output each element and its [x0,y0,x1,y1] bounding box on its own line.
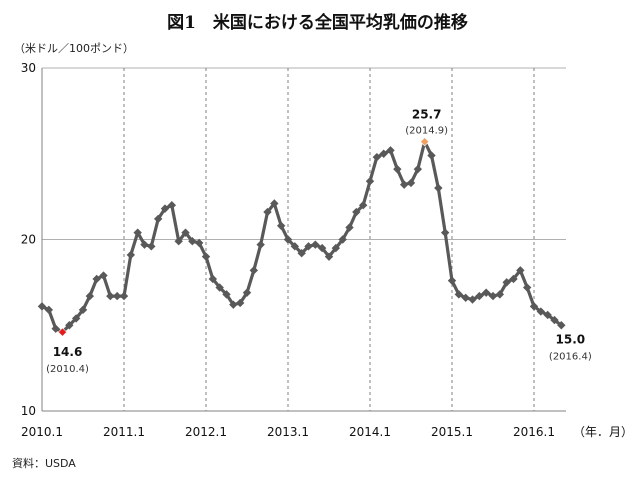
data-point [44,305,54,315]
data-point [365,176,375,186]
data-point [324,252,334,261]
data-point [290,242,300,251]
data-point [78,305,88,315]
data-point [235,298,245,308]
data-point [529,302,539,311]
data-point [249,266,259,275]
x-tick-label: 2015.1 [431,425,473,439]
data-point [188,237,197,246]
data-point [304,242,313,251]
data-point [71,314,81,323]
y-tick-label: 20 [21,233,36,247]
data-point [242,288,252,297]
data-point [140,240,149,249]
y-axis-unit-label: （米ドル／100ポンド） [14,42,134,55]
data-point [99,271,108,280]
data-point [516,266,525,275]
data-point [509,274,518,284]
data-point [167,201,177,210]
data-point [160,204,170,213]
data-point [92,274,101,284]
data-point-high [420,137,430,147]
data-point [37,302,47,311]
data-point [126,250,136,260]
x-tick-label: 2011.1 [103,425,145,439]
data-point [276,221,286,230]
data-point [440,228,450,237]
data-point [119,291,129,301]
data-point [495,290,505,299]
data-point [536,307,546,316]
x-tick-label: 2016.1 [513,425,555,439]
data-point [413,164,423,174]
annotation-low-value: 14.6 [53,345,83,359]
data-point [256,240,265,249]
annotation-last-value: 15.0 [556,332,586,346]
data-point [263,207,272,217]
data-point [481,288,491,297]
data-point [297,249,306,258]
chart-title: 図1 米国における全国平均乳価の推移 [167,13,468,33]
data-point [352,207,361,217]
data-point [502,278,511,287]
data-point [468,295,477,304]
data-point [427,151,436,160]
data-point [85,291,95,301]
data-point [434,183,443,193]
data-point [106,291,115,301]
data-point [147,242,156,251]
data-point [557,321,566,330]
data-point [181,228,190,237]
x-tick-label: 2010.1 [21,425,63,439]
y-tick-label: 30 [21,61,36,75]
data-point [270,199,279,208]
data-point [317,243,327,253]
annotation-high-value: 25.7 [412,108,442,122]
data-point [386,146,395,155]
data-point [215,283,224,292]
data-point [338,235,347,244]
data-point [208,274,218,284]
data-point [543,310,552,320]
data-point [174,237,183,246]
data-point [447,276,457,285]
x-tick-label: 2012.1 [185,425,227,439]
data-point [153,214,163,224]
data-point [133,228,142,237]
x-tick-label: 2013.1 [267,425,309,439]
data-point [454,290,464,299]
data-point [379,149,388,158]
data-point [393,164,402,174]
data-point-low [57,327,68,337]
x-axis-label: （年．月） [573,425,633,439]
annotation-low-date: (2010.4) [46,364,89,375]
data-point [550,315,559,325]
data-point [311,240,320,249]
data-point [345,223,354,232]
data-point [112,291,122,301]
data-point [222,290,231,299]
data-point [488,291,498,301]
annotation-last-date: (2016.4) [549,351,592,362]
source-note: 資料：USDA [12,457,76,470]
data-point [372,152,382,162]
data-point [283,235,293,244]
data-point [461,293,470,303]
data-point [51,324,60,333]
data-point [65,321,74,330]
data-point [399,180,409,189]
data-point [201,252,211,261]
series-line [41,140,563,334]
data-point [358,201,368,210]
x-tick-label: 2014.1 [349,425,391,439]
data-point [229,300,238,309]
data-point [331,243,341,253]
data-point [475,291,484,301]
data-point [522,283,532,292]
data-point [194,238,204,248]
data-point [406,178,416,188]
annotation-high-date: (2014.9) [405,126,448,137]
y-tick-label: 10 [21,404,36,418]
